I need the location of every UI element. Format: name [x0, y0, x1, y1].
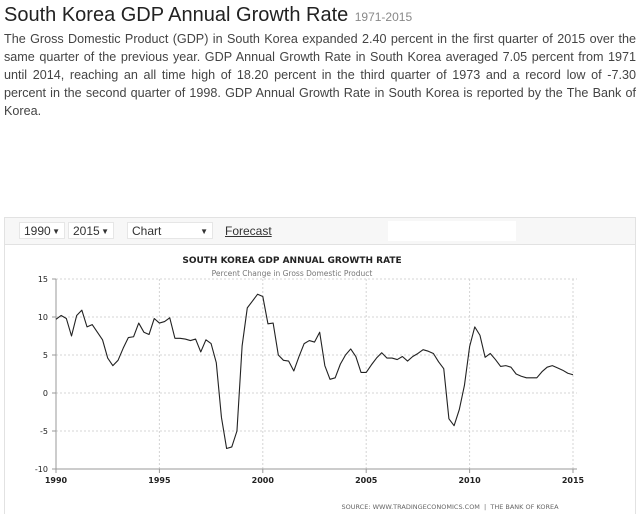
end-year-select[interactable]: 2015 ▼	[68, 222, 114, 239]
y-tick-labels: 15 10 5 0 -5 -10	[35, 275, 48, 474]
chart-widget: 1990 ▼ 2015 ▼ Chart ▼ Forecast SOUTH KOR…	[4, 217, 636, 514]
gdp-line-chart: SOUTH KOREA GDP ANNUAL GROWTH RATE Perce…	[5, 245, 635, 514]
x-tick-label: 1990	[45, 476, 68, 485]
y-tick-label: 15	[38, 275, 48, 284]
title-main: South Korea GDP Annual Growth Rate	[4, 4, 348, 26]
description: The Gross Domestic Product (GDP) in Sout…	[4, 30, 636, 120]
y-tick-label: -10	[35, 465, 48, 474]
forecast-link[interactable]: Forecast	[225, 224, 272, 238]
start-year-value: 1990	[24, 224, 51, 238]
y-tick-label: 0	[43, 389, 48, 398]
x-tick-label: 2010	[458, 476, 481, 485]
chart-type-value: Chart	[132, 224, 161, 238]
chevron-down-icon: ▼	[200, 223, 208, 240]
x-tick-label: 2000	[252, 476, 275, 485]
x-tick-label: 1995	[148, 476, 171, 485]
page-title: South Korea GDP Annual Growth Rate 1971-…	[4, 4, 412, 27]
toolbar-blank-area	[388, 221, 516, 241]
chart-subtitle: Percent Change in Gross Domestic Product	[212, 269, 373, 278]
start-year-select[interactable]: 1990 ▼	[19, 222, 65, 239]
chart-source: SOURCE: WWW.TRADINGECONOMICS.COM | THE B…	[341, 503, 559, 511]
y-tick-label: -5	[40, 427, 48, 436]
grid-lines	[56, 279, 577, 469]
chart-type-select[interactable]: Chart ▼	[127, 222, 213, 239]
chevron-down-icon: ▼	[52, 223, 60, 240]
title-years: 1971-2015	[355, 10, 412, 24]
y-tick-label: 10	[38, 313, 48, 322]
end-year-value: 2015	[73, 224, 100, 238]
x-tick-labels: 1990 1995 2000 2005 2010 2015	[45, 476, 585, 485]
y-tick-label: 5	[43, 351, 48, 360]
axes	[52, 279, 577, 473]
x-tick-label: 2015	[562, 476, 585, 485]
chevron-down-icon: ▼	[101, 223, 109, 240]
chart-title: SOUTH KOREA GDP ANNUAL GROWTH RATE	[182, 256, 401, 266]
x-tick-label: 2005	[355, 476, 378, 485]
chart-toolbar: 1990 ▼ 2015 ▼ Chart ▼ Forecast	[5, 218, 635, 245]
